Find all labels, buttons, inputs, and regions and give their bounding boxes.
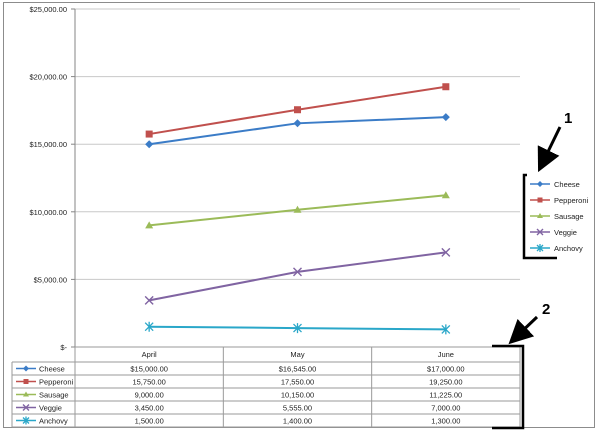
table-cell: 17,550.00 <box>281 378 314 387</box>
table-cell: $17,000.00 <box>427 365 465 374</box>
table-series-label: Anchovy <box>39 417 68 426</box>
table-series-label: Veggie <box>39 404 62 413</box>
table-cell: 1,400.00 <box>283 417 312 426</box>
data-point <box>144 295 154 305</box>
table-series-label: Pepperoni <box>39 378 74 387</box>
y-axis-tick-labels: $- $5,000.00 $10,000.00 $15,000.00 $20,000.0… <box>29 5 67 352</box>
legend-arrow <box>537 126 562 173</box>
data-point <box>441 324 451 335</box>
annotations: 12 <box>492 110 572 430</box>
series-veggie <box>144 247 451 305</box>
legend-key-marker <box>537 197 543 203</box>
data-point <box>293 205 302 213</box>
legend-label: Cheese <box>554 180 580 189</box>
data-point <box>293 267 302 277</box>
table-cell: 1,300.00 <box>431 417 460 426</box>
data-point <box>145 140 154 149</box>
legend-entry: Sausage <box>530 212 584 221</box>
legend-key-marker <box>537 213 543 218</box>
data-point <box>441 191 450 199</box>
table-cell: 19,250.00 <box>429 378 462 387</box>
data-point <box>293 119 302 128</box>
data-point <box>145 130 153 138</box>
legend-label: Veggie <box>554 228 577 237</box>
data-point <box>442 83 450 91</box>
category-label: June <box>438 350 454 359</box>
series-line <box>148 251 446 302</box>
table-cell: 15,750.00 <box>132 378 165 387</box>
legend-bracket <box>522 173 557 260</box>
table-series-label: Sausage <box>39 391 69 400</box>
y-tick-label: $20,000.00 <box>29 73 67 82</box>
y-tick-label: $10,000.00 <box>29 208 67 217</box>
data-point <box>144 321 154 332</box>
annotation-label-1: 1 <box>564 110 572 127</box>
legend-label: Pepperoni <box>554 196 589 205</box>
legend: Cheese Pepperoni Sausage Veggie Anchovy <box>530 180 589 253</box>
data-point <box>441 113 450 122</box>
series-pepperoni <box>145 83 450 138</box>
series-cheese <box>145 113 450 149</box>
y-tick-label: $25,000.00 <box>29 5 67 14</box>
table-cell: 9,000.00 <box>135 391 164 400</box>
data-point <box>145 221 154 229</box>
table-arrow <box>508 315 539 345</box>
legend-label: Sausage <box>554 212 584 221</box>
table-series-label: Cheese <box>39 365 65 374</box>
y-tick-label: $5,000.00 <box>34 275 67 284</box>
legend-entry: Pepperoni <box>530 196 589 205</box>
data-point <box>441 247 451 257</box>
table-legend-key-marker <box>22 416 30 425</box>
table-legend-key-marker <box>22 404 30 411</box>
table-bracket <box>492 344 525 430</box>
table-cell: 7,000.00 <box>431 404 460 413</box>
legend-key-marker <box>536 228 544 236</box>
data-table: April May June Cheese $15,000.00 $16,545.00 $1… <box>11 346 521 428</box>
table-legend-key-marker <box>23 379 29 384</box>
data-point <box>294 106 301 114</box>
table-legend-key-marker <box>23 365 29 372</box>
series-anchovy <box>144 321 451 335</box>
category-label: May <box>290 350 304 359</box>
table-cell: 1,500.00 <box>135 417 164 426</box>
legend-label: Anchovy <box>554 244 583 253</box>
table-cell: 10,150.00 <box>281 391 314 400</box>
table-cell: 11,225.00 <box>429 391 462 400</box>
annotation-label-2: 2 <box>542 301 550 318</box>
table-cell: $15,000.00 <box>130 365 168 374</box>
legend-key-marker <box>537 181 543 187</box>
legend-key-marker <box>536 244 544 252</box>
gridlines <box>71 8 520 348</box>
table-legend-key-marker <box>23 391 29 397</box>
data-point <box>293 323 302 334</box>
category-label: April <box>142 350 157 359</box>
series-layer <box>144 83 451 335</box>
table-cell: 3,450.00 <box>135 404 164 413</box>
legend-entry: Veggie <box>530 228 577 237</box>
series-sausage <box>145 191 450 229</box>
legend-entry: Anchovy <box>530 244 583 253</box>
y-tick-label: $15,000.00 <box>29 140 67 149</box>
table-cell: 5,555.00 <box>283 404 312 413</box>
table-cell: $16,545.00 <box>279 365 317 374</box>
legend-entry: Cheese <box>530 180 580 189</box>
y-tick-label: $- <box>60 343 67 352</box>
